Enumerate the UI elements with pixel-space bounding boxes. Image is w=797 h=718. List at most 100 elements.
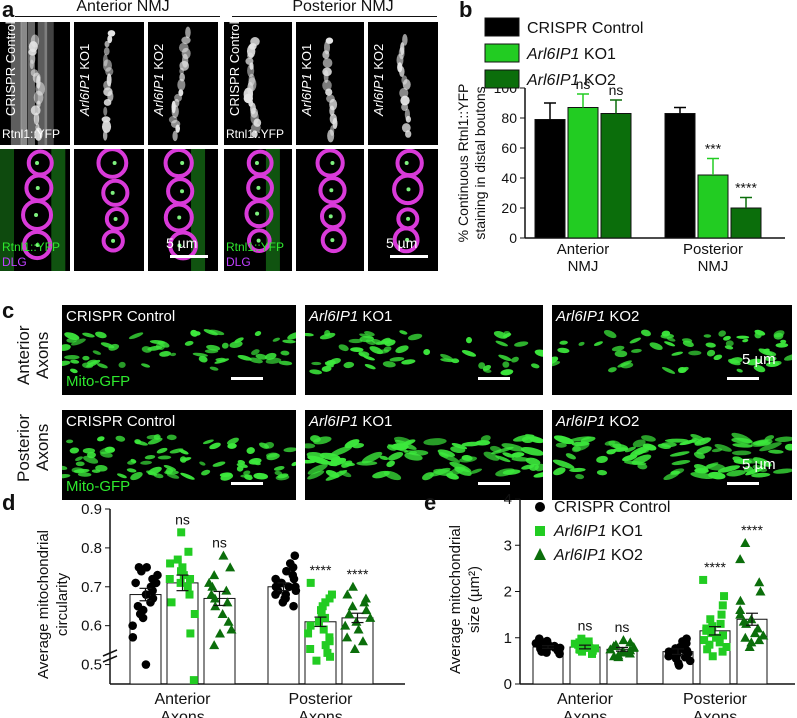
mitochondrion bbox=[190, 329, 199, 337]
data-point bbox=[183, 582, 192, 591]
channel-label-mito: Mito-GFP bbox=[66, 373, 131, 390]
data-point bbox=[217, 609, 228, 618]
bouton-signal bbox=[29, 59, 34, 70]
header-anterior-nmj: Anterior NMJ bbox=[76, 0, 170, 15]
mitochondrion bbox=[423, 348, 431, 356]
data-point bbox=[744, 642, 755, 651]
significance-label: ns bbox=[175, 511, 190, 527]
yfp-core bbox=[328, 214, 333, 219]
bar bbox=[697, 174, 729, 239]
dlg-bouton-ring bbox=[244, 199, 274, 229]
bouton-signal bbox=[329, 105, 335, 116]
mitochondrion bbox=[361, 451, 383, 464]
axon-image bbox=[62, 329, 296, 374]
mitochondrion bbox=[514, 341, 529, 347]
data-point bbox=[221, 585, 232, 595]
y-axis-label-line: % Continuous Rtnl1::YFP bbox=[455, 84, 471, 243]
mitochondrion bbox=[604, 440, 616, 446]
data-point bbox=[588, 649, 597, 658]
data-point bbox=[184, 547, 193, 556]
data-point bbox=[190, 610, 199, 618]
bar bbox=[203, 597, 236, 685]
mitochondrion bbox=[752, 440, 771, 446]
mitochondrion bbox=[736, 335, 750, 339]
mitochondrion bbox=[765, 361, 780, 367]
legend-label: Arl6IP1 KO1 bbox=[526, 46, 616, 63]
data-point bbox=[715, 638, 724, 647]
x-category-label: Axons bbox=[298, 709, 342, 718]
legend-marker bbox=[534, 548, 546, 560]
data-point bbox=[325, 594, 334, 603]
data-point bbox=[141, 660, 151, 669]
mitochondrion bbox=[199, 461, 206, 466]
mitochondrion bbox=[264, 352, 277, 360]
dlg-bouton-ring bbox=[315, 149, 345, 178]
row-label-anterior: Anterior Axons bbox=[14, 325, 52, 385]
data-point bbox=[555, 649, 564, 659]
mitochondrion bbox=[343, 361, 355, 369]
data-point bbox=[705, 640, 714, 649]
micro-image bbox=[396, 33, 412, 138]
scale-bar bbox=[231, 377, 263, 380]
mitochondrion bbox=[451, 443, 468, 450]
x-category-label: Anterior bbox=[557, 691, 614, 708]
dlg-bouton-ring bbox=[168, 230, 199, 261]
micro-column-label: Arl6IP1 KO1 bbox=[299, 43, 314, 116]
data-point bbox=[278, 598, 288, 607]
mitochondrion bbox=[657, 443, 671, 450]
mitochondrion bbox=[70, 359, 80, 364]
data-point bbox=[750, 628, 761, 638]
bouton-signal bbox=[401, 123, 411, 133]
mitochondrion bbox=[321, 365, 332, 372]
data-point bbox=[189, 676, 198, 685]
data-point bbox=[209, 593, 220, 603]
mitochondrion bbox=[696, 446, 712, 455]
legend-marker bbox=[535, 502, 545, 512]
yfp-core bbox=[406, 216, 411, 221]
scale-bar bbox=[727, 482, 759, 485]
mitochondrion bbox=[348, 338, 363, 344]
axis-break bbox=[102, 655, 118, 663]
data-point bbox=[312, 656, 321, 665]
bouton-signal bbox=[104, 40, 110, 48]
mitochondrion bbox=[731, 437, 753, 444]
mitochondrion bbox=[310, 435, 321, 443]
mitochondrion bbox=[503, 331, 511, 335]
bouton-signal bbox=[107, 35, 113, 44]
y-tick-label: 60 bbox=[501, 140, 517, 156]
mitochondrion bbox=[144, 455, 156, 460]
scale-bar bbox=[170, 255, 208, 258]
axon-strip bbox=[305, 410, 543, 500]
mitochondrion bbox=[254, 331, 262, 337]
data-point bbox=[271, 590, 280, 599]
bouton-signal bbox=[101, 120, 112, 133]
mitochondrion bbox=[578, 341, 585, 346]
strip-label: Arl6IP1 KO1 bbox=[309, 308, 393, 325]
mitochondrion bbox=[384, 339, 396, 346]
mitochondrion bbox=[690, 434, 705, 441]
mitochondrion bbox=[159, 351, 172, 357]
mitochondrion bbox=[663, 472, 680, 481]
mitochondrion bbox=[287, 332, 296, 340]
channel-label-magenta: DLG bbox=[226, 255, 251, 269]
mitochondrion bbox=[209, 366, 219, 371]
mitochondrion bbox=[202, 439, 214, 445]
mitochondrion bbox=[338, 344, 349, 352]
mitochondrion bbox=[92, 350, 102, 355]
strip-label: CRISPR Control bbox=[66, 308, 176, 325]
data-point bbox=[349, 644, 360, 653]
micro-column-label: Arl6IP1 KO1 bbox=[77, 43, 92, 116]
mitochondrion bbox=[718, 330, 726, 337]
scale-bar bbox=[478, 482, 510, 485]
legend-suffix: KO1 bbox=[579, 46, 616, 63]
mitochondrion bbox=[307, 470, 325, 480]
scale-bar bbox=[231, 482, 263, 485]
axon-strip bbox=[305, 305, 543, 395]
header-anterior-line bbox=[15, 16, 220, 17]
mitochondrion bbox=[608, 367, 617, 373]
data-point bbox=[618, 635, 629, 645]
scale-bar bbox=[727, 377, 759, 380]
legend-suffix: KO1 bbox=[606, 523, 643, 540]
mitochondrion bbox=[209, 442, 221, 450]
data-point bbox=[735, 554, 746, 564]
